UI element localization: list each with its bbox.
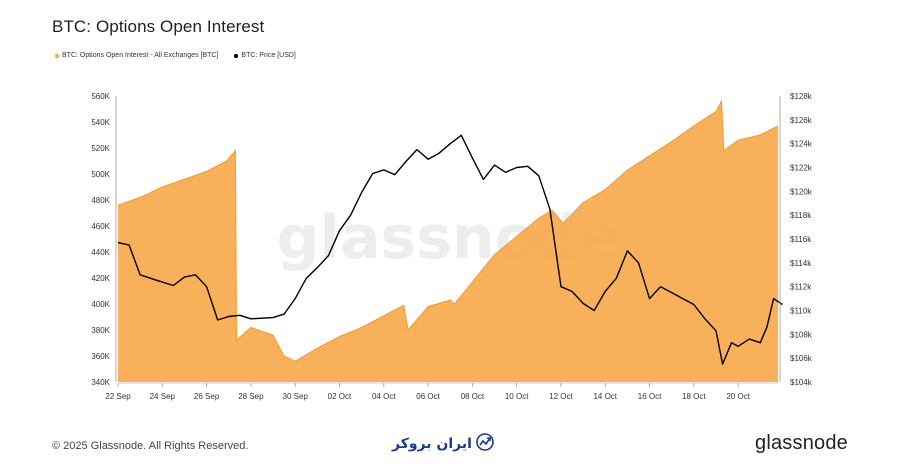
left-tick-label: 560K bbox=[91, 92, 110, 101]
x-tick-label: 14 Oct bbox=[593, 392, 617, 401]
right-tick-label: $124k bbox=[790, 140, 813, 149]
x-tick-label: 18 Oct bbox=[682, 392, 706, 401]
x-tick-label: 20 Oct bbox=[726, 392, 750, 401]
open-interest-area bbox=[118, 101, 778, 382]
left-tick-label: 460K bbox=[91, 222, 110, 231]
right-tick-label: $104k bbox=[790, 378, 813, 387]
x-tick-label: 12 Oct bbox=[549, 392, 573, 401]
x-tick-label: 10 Oct bbox=[505, 392, 529, 401]
x-tick-label: 28 Sep bbox=[238, 392, 264, 401]
right-tick-label: $106k bbox=[790, 354, 813, 363]
partner-logo-text: ایران بروکر bbox=[392, 436, 472, 452]
x-tick-label: 08 Oct bbox=[461, 392, 485, 401]
right-tick-label: $120k bbox=[790, 187, 813, 196]
left-tick-label: 420K bbox=[91, 274, 110, 283]
legend-item-open-interest[interactable]: BTC: Options Open Interest - All Exchang… bbox=[55, 52, 218, 59]
right-tick-label: $114k bbox=[790, 259, 812, 268]
right-tick-label: $118k bbox=[790, 211, 812, 220]
left-tick-label: 520K bbox=[91, 144, 110, 153]
partner-logo: ایران بروکر bbox=[392, 433, 494, 455]
right-tick-label: $126k bbox=[790, 116, 813, 125]
right-tick-label: $116k bbox=[790, 235, 812, 244]
legend-item-price[interactable]: BTC: Price [USD] bbox=[234, 52, 296, 59]
brand-logo: glassnode bbox=[755, 432, 848, 454]
left-tick-label: 480K bbox=[91, 196, 110, 205]
chart-legend: BTC: Options Open Interest - All Exchang… bbox=[55, 52, 296, 59]
left-tick-label: 380K bbox=[91, 326, 110, 335]
chart-title: BTC: Options Open Interest bbox=[52, 17, 265, 36]
left-tick-label: 340K bbox=[91, 378, 110, 387]
price-line bbox=[117, 134, 783, 365]
x-tick-label: 16 Oct bbox=[638, 392, 662, 401]
x-tick-label: 26 Sep bbox=[194, 392, 220, 401]
left-tick-label: 360K bbox=[91, 352, 110, 361]
legend-swatch-price bbox=[234, 53, 239, 58]
left-tick-label: 400K bbox=[91, 300, 110, 309]
right-tick-label: $108k bbox=[790, 330, 813, 339]
x-tick-label: 22 Sep bbox=[105, 392, 131, 401]
copyright-text: © 2025 Glassnode. All Rights Reserved. bbox=[52, 440, 249, 452]
legend-label-price: BTC: Price [USD] bbox=[241, 52, 296, 59]
x-tick-label: 30 Sep bbox=[283, 392, 309, 401]
x-tick-label: 24 Sep bbox=[150, 392, 176, 401]
x-tick-label: 02 Oct bbox=[328, 392, 352, 401]
left-tick-label: 440K bbox=[91, 248, 110, 257]
right-tick-label: $112k bbox=[790, 283, 812, 292]
right-tick-label: $128k bbox=[790, 92, 813, 101]
x-tick-label: 04 Oct bbox=[372, 392, 396, 401]
right-tick-label: $122k bbox=[790, 164, 813, 173]
legend-label-open-interest: BTC: Options Open Interest - All Exchang… bbox=[62, 52, 219, 59]
left-tick-label: 540K bbox=[91, 118, 110, 127]
open-interest-line bbox=[117, 99, 779, 362]
right-tick-label: $110k bbox=[790, 307, 812, 316]
trend-arrow-icon bbox=[476, 433, 494, 455]
left-tick-label: 500K bbox=[91, 170, 110, 179]
legend-swatch-open-interest bbox=[55, 53, 59, 58]
x-tick-label: 06 Oct bbox=[416, 392, 440, 401]
